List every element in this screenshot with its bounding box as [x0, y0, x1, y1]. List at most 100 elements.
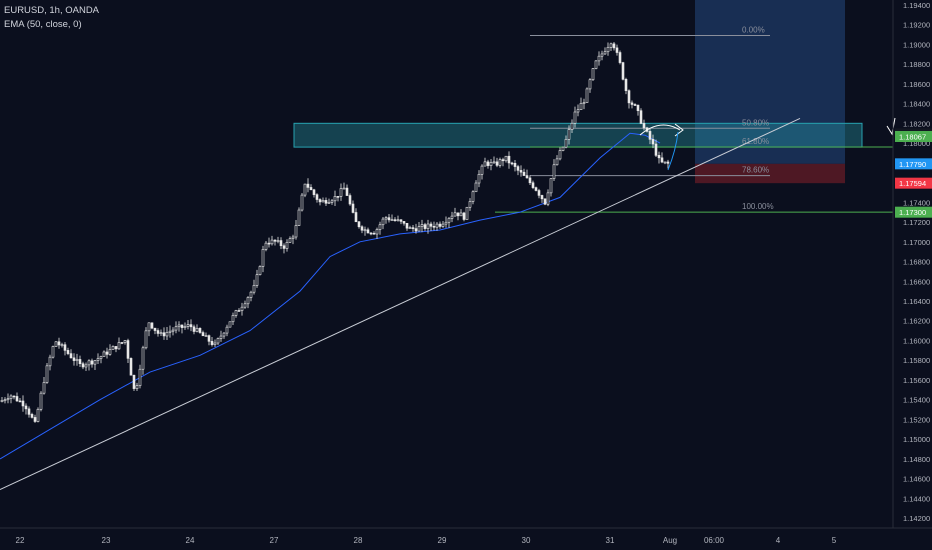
candle-body [471, 191, 475, 202]
y-tick-label: 1.18000 [903, 139, 930, 148]
candle-body [336, 196, 340, 198]
candle-body [129, 358, 133, 376]
candle-body [0, 400, 4, 402]
candle-body [84, 364, 88, 368]
candle-body [642, 123, 646, 129]
candle-body [567, 129, 571, 140]
indicator-label[interactable]: EMA (50, close, 0) [4, 19, 82, 30]
candle-body [75, 359, 79, 361]
candle-body [219, 335, 223, 339]
candle-body [465, 206, 469, 220]
candle-body [6, 398, 10, 401]
candle-body [411, 227, 415, 229]
candle-body [651, 139, 655, 145]
x-tick-label: 27 [270, 536, 279, 545]
y-tick-label: 1.16800 [903, 258, 930, 267]
candle-body [525, 175, 529, 179]
y-tick-label: 1.14800 [903, 455, 930, 464]
candle-body [360, 226, 364, 231]
candle-body [330, 200, 334, 203]
candle-body [474, 182, 478, 193]
candle-body [636, 104, 640, 111]
candle-body [141, 347, 145, 370]
candle-body [303, 183, 307, 196]
x-tick-label: 24 [186, 536, 195, 545]
candle-body [66, 350, 70, 354]
x-tick-label: 30 [522, 536, 531, 545]
candle-body [45, 365, 49, 383]
candle-body [327, 201, 331, 204]
candle-body [423, 224, 427, 229]
y-tick-label: 1.16000 [903, 336, 930, 345]
candle-body [237, 310, 241, 312]
candle-body [552, 164, 556, 179]
candle-body [558, 150, 562, 160]
candle-body [228, 321, 232, 328]
y-tick-label: 1.17200 [903, 218, 930, 227]
candle-body [42, 382, 46, 394]
candle-body [372, 232, 376, 235]
candle-body [255, 274, 259, 286]
candle-body [519, 170, 523, 173]
candle-body [264, 242, 268, 250]
candle-body [357, 221, 361, 228]
candle-body [24, 405, 28, 410]
y-tick-label: 1.16400 [903, 297, 930, 306]
projection-arrow-blue [667, 131, 679, 171]
price-label-bg [895, 206, 932, 218]
candle-body [150, 322, 154, 329]
y-tick-label: 1.19200 [903, 21, 930, 30]
candle-body [339, 188, 343, 197]
candle-body [609, 43, 613, 48]
candle-body [153, 327, 157, 331]
price-label: 1.18067 [899, 132, 926, 141]
y-tick-label: 1.17000 [903, 238, 930, 247]
fib-label: 78.60% [742, 166, 769, 175]
candle-body [504, 155, 508, 162]
candle-body [570, 122, 574, 130]
y-tick-label: 1.19000 [903, 40, 930, 49]
candle-body [183, 326, 187, 328]
candle-body [216, 338, 220, 344]
candle-body [468, 201, 472, 208]
candle-body [285, 242, 289, 249]
candle-body [333, 196, 337, 202]
candle-body [201, 332, 205, 337]
candle-body [564, 139, 568, 148]
candle-body [204, 335, 208, 337]
candle-body [135, 385, 139, 389]
candle-body [549, 178, 553, 194]
candle-body [90, 360, 94, 365]
candle-body [54, 341, 58, 347]
candle-body [147, 322, 151, 332]
candle-body [534, 187, 538, 191]
candle-body [288, 238, 292, 243]
candle-body [579, 103, 583, 110]
candle-body [312, 189, 316, 195]
candle-body [630, 102, 634, 105]
x-tick-label: 28 [354, 536, 363, 545]
y-tick-label: 1.14400 [903, 494, 930, 503]
candle-body [117, 342, 121, 350]
candle-body [603, 51, 607, 55]
symbol-title[interactable]: EURUSD, 1h, OANDA [4, 5, 100, 16]
y-tick-label: 1.15200 [903, 415, 930, 424]
candle-body [159, 332, 163, 334]
candle-body [477, 174, 481, 184]
candle-body [252, 285, 256, 293]
candle-body [81, 363, 85, 368]
candle-body [27, 408, 31, 415]
candle-body [561, 146, 565, 151]
candle-body [177, 324, 181, 328]
candle-body [114, 346, 118, 350]
chart-legend: EURUSD, 1h, OANDA EMA (50, close, 0) [4, 4, 99, 32]
candle-body [51, 346, 55, 358]
candle-body [93, 360, 97, 365]
candle-body [444, 221, 448, 225]
candle-body [624, 79, 628, 91]
candle-body [654, 143, 658, 156]
candle-body [207, 335, 211, 342]
candle-body [102, 351, 106, 357]
candle-body [249, 291, 253, 298]
